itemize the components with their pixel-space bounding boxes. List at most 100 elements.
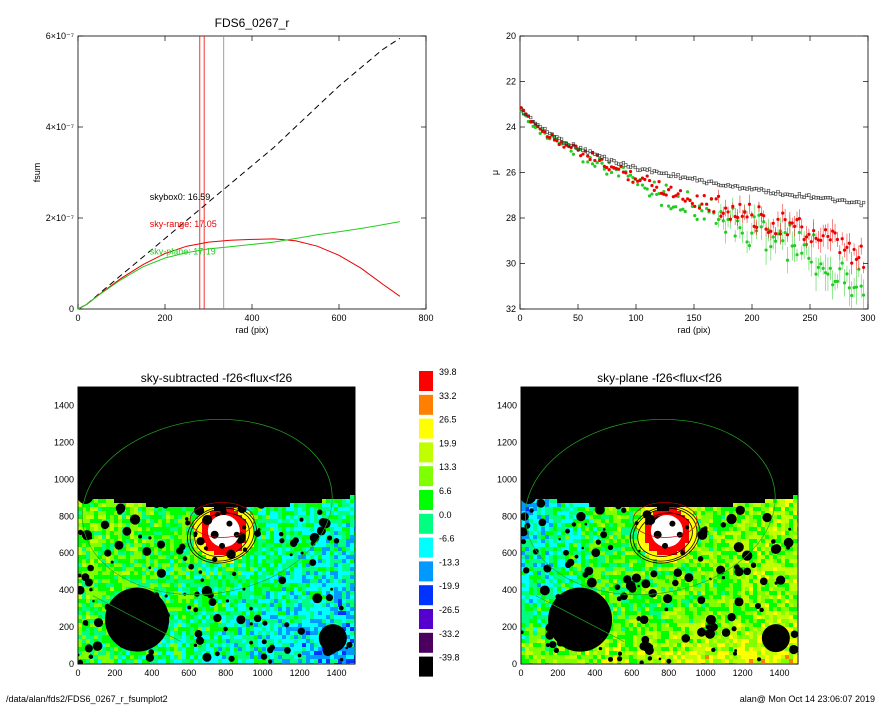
subtracted-pixel (234, 647, 238, 651)
subtracted-pixel (226, 619, 230, 623)
plane-pixel (585, 555, 589, 559)
plane-pixel (557, 531, 561, 535)
fsum-series-line (77, 37, 401, 310)
plane-pixel (625, 607, 629, 611)
subtracted-pixel (194, 595, 198, 599)
plane-pixel (525, 591, 529, 595)
subtracted-pixel (310, 503, 314, 507)
subtracted-pixel (94, 639, 98, 643)
plane-pixel (605, 639, 609, 643)
plane-pixel (601, 563, 605, 567)
subtracted-pixel (122, 563, 126, 567)
subtracted-pixel (150, 555, 154, 559)
subtracted-pixel (294, 551, 298, 555)
subtracted-pixel (198, 615, 202, 619)
plane-pixel (537, 555, 541, 559)
plane-pixel (537, 623, 541, 627)
subtracted-mask (187, 605, 192, 610)
subtracted-pixel (98, 659, 102, 663)
subtracted-pixel (158, 535, 162, 539)
subtracted-pixel (314, 543, 318, 547)
subtracted-pixel (94, 515, 98, 519)
plane-pixel (553, 575, 557, 579)
plane-pixel (589, 507, 593, 511)
subtracted-pixel (246, 527, 250, 531)
subtracted-pixel (110, 655, 114, 659)
subtracted-pixel (190, 659, 194, 663)
subtracted-pixel (322, 571, 326, 575)
plane-pixel (529, 535, 533, 539)
plane-pixel (617, 543, 621, 547)
plane-pixel (617, 563, 621, 567)
plane-pixel (525, 631, 529, 635)
subtracted-pixel (78, 543, 82, 547)
plane-pixel (613, 615, 617, 619)
plane-ytick-label: 400 (502, 585, 517, 595)
subtracted-pixel (334, 503, 338, 507)
subtracted-pixel (110, 659, 114, 663)
subtracted-pixel (266, 511, 270, 515)
plane-pixel (629, 635, 633, 639)
plane-pixel (549, 503, 553, 507)
plane-pixel (545, 655, 549, 659)
subtracted-pixel (354, 587, 355, 591)
mu-point (774, 192, 778, 196)
subtracted-pixel (174, 627, 178, 631)
plane-pixel (561, 583, 565, 587)
subtracted-pixel (118, 575, 122, 579)
plane-pixel (553, 535, 557, 539)
subtracted-pixel (218, 547, 222, 551)
subtracted-pixel (78, 571, 82, 575)
plane-pixel (597, 543, 601, 547)
subtracted-pixel (182, 623, 186, 627)
plane-pixel (601, 523, 605, 527)
subtracted-pixel (338, 567, 342, 571)
subtracted-mask (257, 528, 261, 532)
subtracted-pixel (150, 515, 154, 519)
subtracted-pixel (266, 639, 270, 643)
subtracted-pixel (350, 551, 354, 555)
subtracted-pixel (274, 607, 278, 611)
plane-pixel (609, 571, 613, 575)
subtracted-pixel (98, 519, 102, 523)
subtracted-pixel (210, 571, 214, 575)
subtracted-pixel (218, 567, 222, 571)
subtracted-pixel (254, 651, 258, 655)
subtracted-pixel (106, 587, 110, 591)
mu-point (754, 186, 759, 191)
plane-pixel (633, 591, 637, 595)
subtracted-pixels (78, 387, 355, 664)
plane-pixel (633, 663, 637, 664)
subtracted-pixel (94, 563, 98, 567)
plane-pixel (585, 559, 589, 563)
subtracted-pixel (258, 519, 262, 523)
subtracted-pixel (162, 595, 166, 599)
subtracted-pixel (166, 547, 170, 551)
plane-pixel (521, 655, 525, 659)
mu-point (771, 235, 775, 239)
subtracted-pixel (342, 611, 346, 615)
plane-ytick-label: 1400 (497, 400, 517, 410)
subtracted-pixel (78, 567, 82, 571)
plane-pixel (553, 547, 557, 551)
subtracted-pixel (270, 523, 274, 527)
mu-xtick-label: 300 (860, 313, 875, 323)
plane-pixel (561, 523, 565, 527)
subtracted-pixel (186, 547, 190, 551)
subtracted-pixel (350, 515, 354, 519)
plane-pixel (553, 663, 557, 664)
mu-point (602, 154, 606, 159)
subtracted-pixel (330, 583, 334, 587)
subtracted-pixel (218, 579, 222, 583)
plane-pixel (633, 539, 637, 543)
mu-point (802, 195, 806, 199)
subtracted-pixel (262, 659, 266, 663)
plane-pixel (593, 655, 597, 659)
plane-pixel (521, 635, 525, 639)
plane-pixel (589, 543, 593, 547)
subtracted-pixel (122, 547, 126, 551)
plane-pixel (541, 655, 545, 659)
subtracted-ytick-label: 600 (59, 548, 74, 558)
plane-pixel (541, 547, 545, 551)
plane-pixel (557, 647, 561, 651)
